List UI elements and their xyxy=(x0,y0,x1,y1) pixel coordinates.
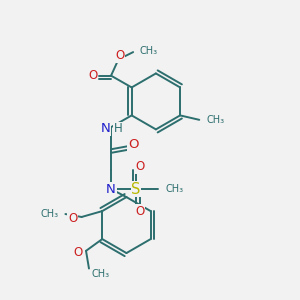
Text: O: O xyxy=(135,160,144,173)
Text: N: N xyxy=(106,182,116,196)
Text: CH₃: CH₃ xyxy=(207,115,225,125)
Text: O: O xyxy=(115,50,124,62)
Text: O: O xyxy=(73,246,83,259)
Text: N: N xyxy=(101,122,111,135)
Text: S: S xyxy=(131,182,141,196)
Text: CH₃: CH₃ xyxy=(41,209,59,219)
Text: O: O xyxy=(68,212,77,225)
Text: CH₃: CH₃ xyxy=(92,269,110,279)
Text: CH₃: CH₃ xyxy=(140,46,158,56)
Text: CH₃: CH₃ xyxy=(166,184,184,194)
Text: O: O xyxy=(135,205,144,218)
Text: O: O xyxy=(128,138,138,151)
Text: H: H xyxy=(113,122,122,135)
Text: O: O xyxy=(88,69,98,82)
